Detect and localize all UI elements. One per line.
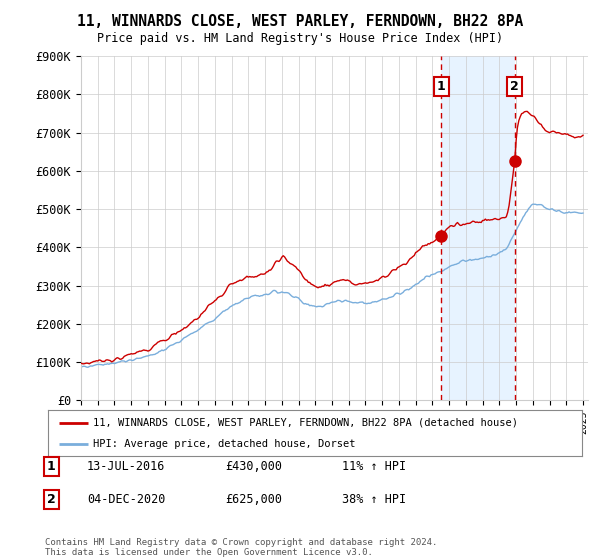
Text: £430,000: £430,000	[225, 460, 282, 473]
Text: 38% ↑ HPI: 38% ↑ HPI	[342, 493, 406, 506]
Text: 2: 2	[511, 80, 519, 93]
Text: 13-JUL-2016: 13-JUL-2016	[87, 460, 166, 473]
Text: 1: 1	[47, 460, 55, 473]
Text: 2: 2	[47, 493, 55, 506]
Text: Contains HM Land Registry data © Crown copyright and database right 2024.
This d: Contains HM Land Registry data © Crown c…	[45, 538, 437, 557]
Bar	[442, 56, 515, 400]
Text: 04-DEC-2020: 04-DEC-2020	[87, 493, 166, 506]
Text: 11% ↑ HPI: 11% ↑ HPI	[342, 460, 406, 473]
Text: 11, WINNARDS CLOSE, WEST PARLEY, FERNDOWN, BH22 8PA: 11, WINNARDS CLOSE, WEST PARLEY, FERNDOW…	[77, 14, 523, 29]
Text: Price paid vs. HM Land Registry's House Price Index (HPI): Price paid vs. HM Land Registry's House …	[97, 32, 503, 45]
Text: 1: 1	[437, 80, 446, 93]
Text: HPI: Average price, detached house, Dorset: HPI: Average price, detached house, Dors…	[94, 439, 356, 449]
Text: 11, WINNARDS CLOSE, WEST PARLEY, FERNDOWN, BH22 8PA (detached house): 11, WINNARDS CLOSE, WEST PARLEY, FERNDOW…	[94, 418, 518, 428]
Text: £625,000: £625,000	[225, 493, 282, 506]
